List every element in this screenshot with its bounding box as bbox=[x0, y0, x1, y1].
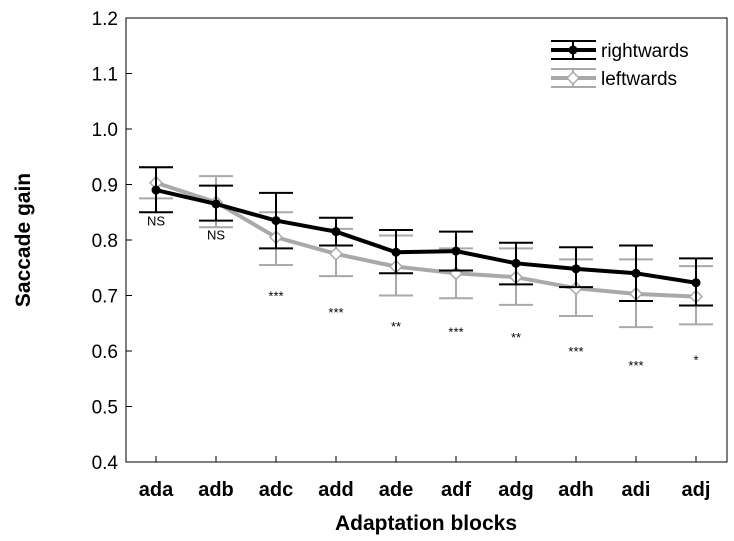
significance-label: *** bbox=[268, 289, 283, 304]
significance-label: ** bbox=[391, 319, 401, 334]
data-point bbox=[271, 216, 281, 226]
data-point bbox=[391, 247, 401, 257]
data-point bbox=[211, 199, 221, 209]
series-layer bbox=[139, 166, 713, 329]
series-line bbox=[155, 180, 697, 299]
legend-label: rightwards bbox=[601, 41, 689, 62]
significance-label: NS bbox=[147, 214, 165, 229]
series-leftwards bbox=[139, 166, 713, 329]
x-axis: ada adb adc add ade adf adg adh adi adj bbox=[139, 456, 711, 501]
series-line bbox=[155, 188, 697, 285]
significance-label: NS bbox=[207, 227, 225, 242]
significance-label: *** bbox=[328, 305, 343, 320]
data-point bbox=[331, 227, 341, 237]
significance-label: *** bbox=[448, 325, 463, 340]
y-tick-label: 1.1 bbox=[92, 65, 118, 86]
data-point bbox=[511, 258, 521, 268]
y-tick-label: 0.6 bbox=[92, 342, 118, 363]
data-point bbox=[451, 246, 461, 256]
x-tick-label: adb bbox=[198, 479, 234, 501]
x-tick-label: adh bbox=[558, 479, 594, 501]
x-tick-label: add bbox=[318, 479, 354, 501]
x-tick-label: adf bbox=[441, 479, 471, 501]
data-point bbox=[691, 278, 701, 288]
y-tick-label: 0.9 bbox=[92, 176, 118, 197]
y-axis: 0.4 0.5 0.6 0.7 0.8 0.9 1.0 1.1 1.2 bbox=[92, 9, 132, 474]
y-tick-label: 0.8 bbox=[92, 231, 118, 252]
x-tick-label: adj bbox=[682, 479, 711, 501]
legend-marker bbox=[565, 70, 581, 86]
significance-label: ** bbox=[511, 330, 521, 345]
y-tick-label: 0.4 bbox=[92, 453, 119, 474]
y-axis-title: Saccade gain bbox=[12, 173, 35, 307]
legend-marker bbox=[568, 45, 578, 55]
y-tick-label: 0.7 bbox=[92, 287, 118, 308]
x-axis-title: Adaptation blocks bbox=[335, 512, 517, 535]
significance-label: *** bbox=[568, 344, 583, 359]
data-point bbox=[151, 185, 161, 195]
y-tick-label: 1.0 bbox=[92, 120, 118, 141]
y-tick-label: 0.5 bbox=[92, 398, 118, 419]
significance-label: *** bbox=[628, 358, 643, 373]
series-rightwards bbox=[139, 166, 713, 307]
data-point bbox=[631, 268, 641, 278]
data-point bbox=[328, 246, 344, 261]
legend-label: leftwards bbox=[601, 69, 677, 90]
significance-label: * bbox=[693, 352, 698, 367]
x-tick-label: ade bbox=[379, 479, 413, 501]
data-point bbox=[571, 264, 581, 274]
legend: rightwards leftwards bbox=[551, 40, 689, 90]
x-tick-label: adc bbox=[259, 479, 293, 501]
x-tick-label: adi bbox=[622, 479, 651, 501]
x-tick-label: ada bbox=[139, 479, 174, 501]
y-tick-label: 1.2 bbox=[92, 9, 118, 30]
x-tick-label: adg bbox=[498, 479, 534, 501]
